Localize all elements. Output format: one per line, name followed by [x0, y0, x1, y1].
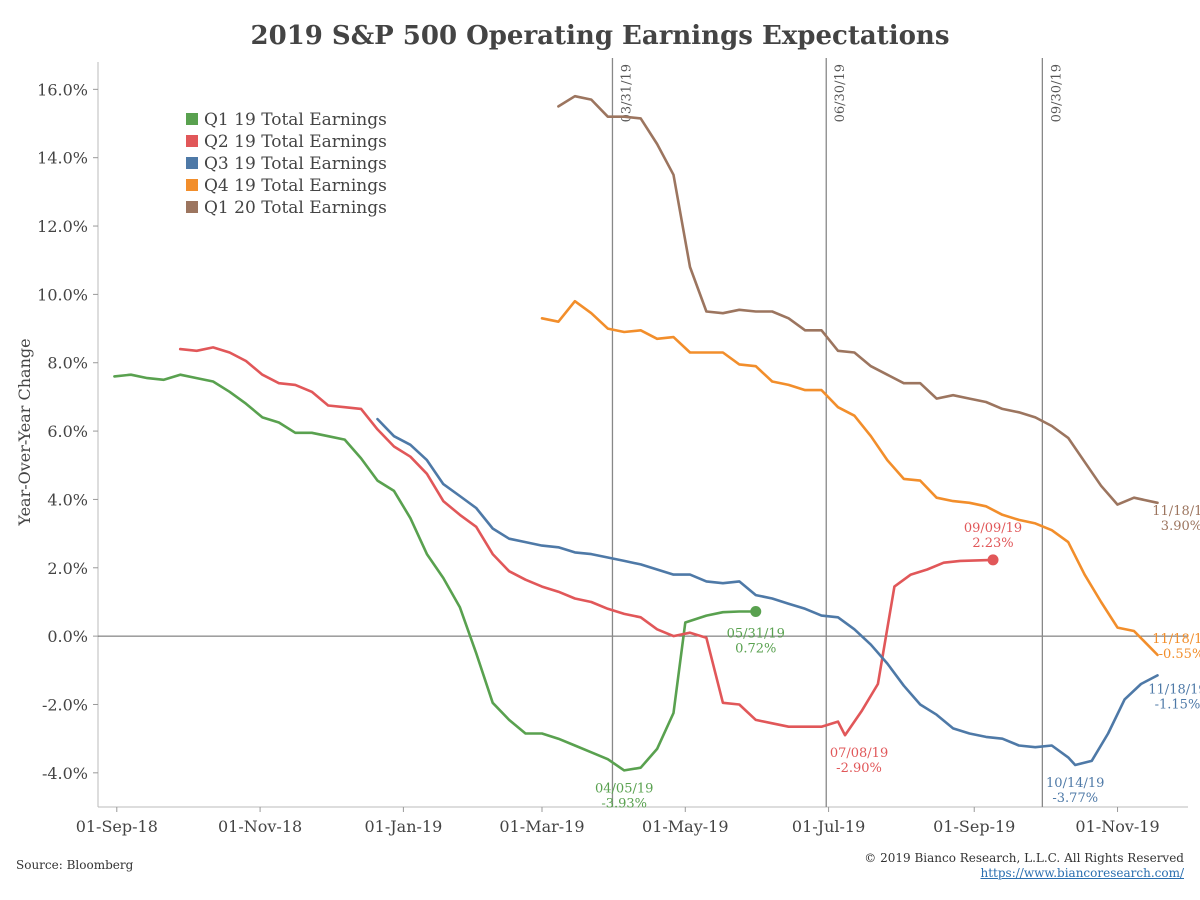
copyright-text: © 2019 Bianco Research, L.L.C. All Right…	[864, 851, 1184, 865]
chart-title: 2019 S&P 500 Operating Earnings Expectat…	[251, 21, 950, 51]
series-line	[557, 94, 1159, 506]
annotation-date: 11/18/19	[1152, 632, 1200, 647]
y-tick-label: 2.0%	[47, 559, 88, 578]
endpoint-marker	[750, 606, 762, 618]
annotation-date: 10/14/19	[1046, 776, 1104, 791]
y-tick-label: 8.0%	[47, 354, 88, 373]
legend-swatch	[186, 113, 198, 125]
y-tick-label: -2.0%	[42, 695, 88, 714]
quarter-end-label: 03/31/19	[619, 64, 634, 122]
annotation-date: 09/09/19	[964, 521, 1022, 536]
plot-area: -4.0% -2.0% 0.0% 2.0% 4.0% 6.0% 8.0% 10.0% 12.0%…	[37, 58, 1200, 836]
x-tick-label: 01-Sep-19	[933, 817, 1015, 836]
x-tick-label: 01-Mar-19	[499, 817, 584, 836]
legend-swatch	[186, 157, 198, 169]
annotation-date: 11/18/19	[1152, 504, 1200, 519]
annotation-value: 2.23%	[972, 536, 1013, 551]
legend-label: Q2 19 Total Earnings	[204, 132, 387, 152]
annotation-value: 0.72%	[735, 642, 776, 657]
quarter-end-label: 06/30/19	[833, 64, 848, 122]
website-link[interactable]: https://www.biancoresearch.com/	[980, 866, 1184, 880]
annotation-value: -3.77%	[1052, 791, 1098, 806]
y-axis-label: Year-Over-Year Change	[15, 338, 34, 526]
legend-swatch	[186, 135, 198, 147]
quarter-end-label: 09/30/19	[1049, 64, 1064, 122]
legend-label: Q3 19 Total Earnings	[204, 154, 387, 174]
annotation-date: 04/05/19	[595, 781, 653, 796]
footer-credits: © 2019 Bianco Research, L.L.C. All Right…	[864, 851, 1184, 881]
x-tick-label: 01-Jul-19	[792, 817, 865, 836]
annotation-date: 07/08/19	[830, 746, 888, 761]
y-tick-label: 14.0%	[37, 149, 88, 168]
legend-swatch	[186, 179, 198, 191]
endpoint-marker	[987, 554, 999, 566]
x-tick-label: 01-Jan-19	[364, 817, 442, 836]
series-line	[376, 417, 1159, 767]
y-tick-label: 10.0%	[37, 285, 88, 304]
x-tick-label: 01-Nov-19	[1075, 817, 1159, 836]
legend-label: Q1 19 Total Earnings	[204, 110, 387, 130]
series-line	[540, 299, 1159, 657]
y-tick-label: 16.0%	[37, 80, 88, 99]
annotation-value: 3.90%	[1161, 519, 1200, 534]
y-tick-label: 0.0%	[47, 627, 88, 646]
annotation-value: -3.93%	[601, 796, 647, 811]
annotation-value: -0.55%	[1159, 647, 1200, 662]
y-tick-label: 12.0%	[37, 217, 88, 236]
annotation-value: -2.90%	[836, 761, 882, 776]
x-tick-label: 01-May-19	[642, 817, 729, 836]
y-tick-label: 6.0%	[47, 422, 88, 441]
legend-swatch	[186, 201, 198, 213]
annotation-value: -1.15%	[1155, 697, 1200, 712]
x-tick-label: 01-Nov-18	[218, 817, 302, 836]
x-tick-label: 01-Sep-18	[76, 817, 158, 836]
annotation-date: 11/18/19	[1148, 682, 1200, 697]
source-note: Source: Bloomberg	[16, 858, 134, 872]
y-tick-label: -4.0%	[42, 764, 88, 783]
annotation-date: 05/31/19	[727, 627, 785, 642]
legend-label: Q4 19 Total Earnings	[204, 176, 387, 196]
series-line	[178, 346, 995, 737]
series-line	[113, 373, 758, 772]
legend-label: Q1 20 Total Earnings	[204, 198, 387, 218]
y-tick-label: 4.0%	[47, 490, 88, 509]
